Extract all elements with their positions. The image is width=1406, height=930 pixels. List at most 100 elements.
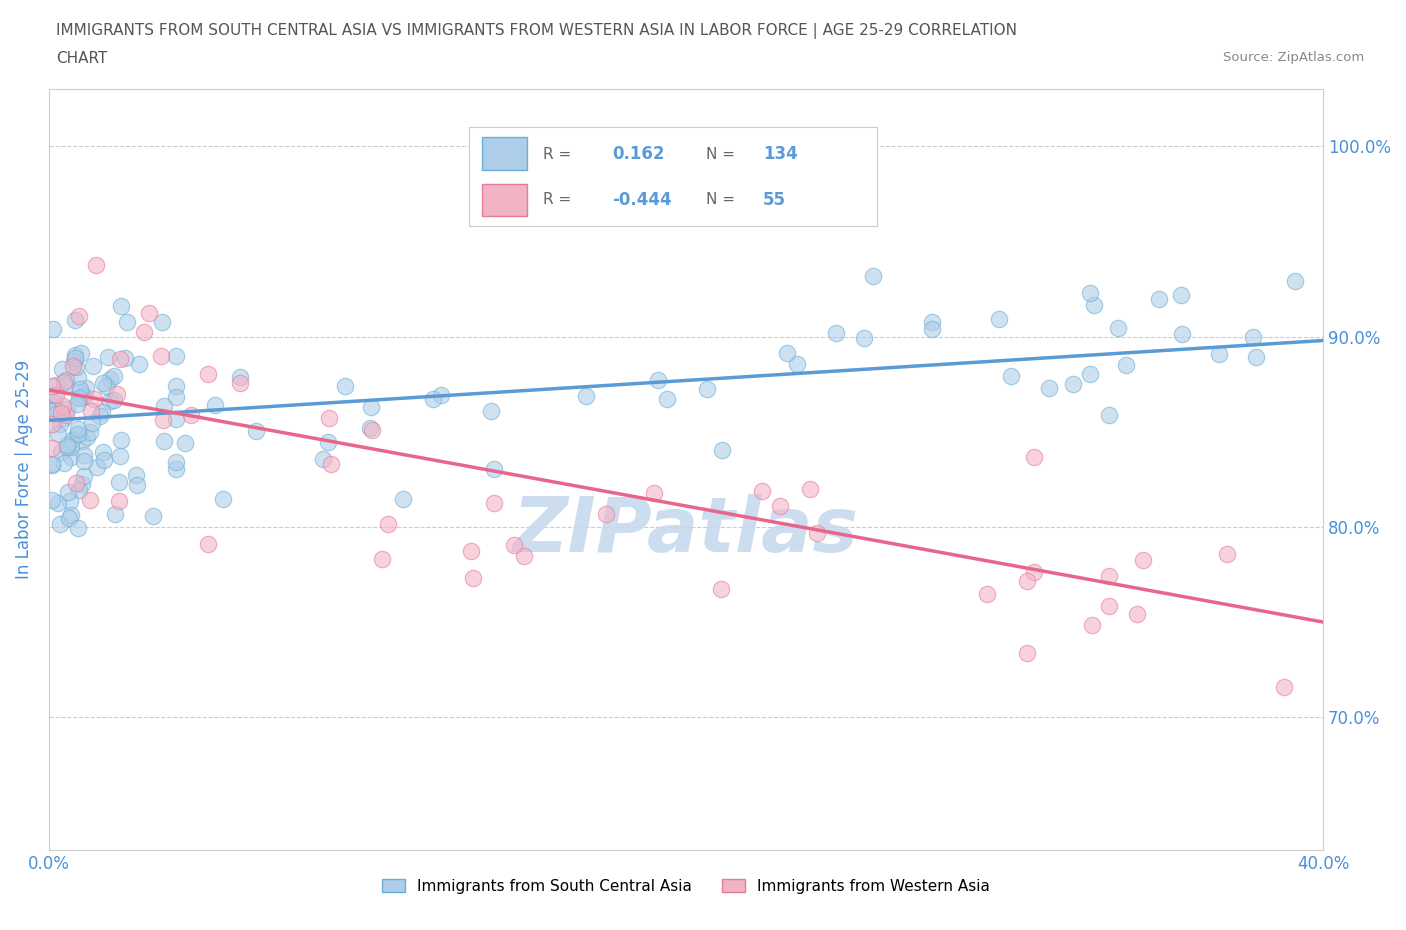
Point	[41, 458, 63, 472]
Point	[751, 484, 773, 498]
Point	[180, 407, 202, 422]
Point	[319, 456, 342, 471]
Point	[76, 430, 98, 445]
Point	[65, 427, 87, 442]
Point	[776, 346, 799, 361]
Point	[799, 482, 821, 497]
Point	[696, 382, 718, 397]
Point	[93, 453, 115, 468]
Point	[56, 485, 79, 499]
Point	[41, 457, 63, 472]
Point	[65, 359, 87, 374]
Text: ZIPatlas: ZIPatlas	[513, 494, 859, 567]
Point	[110, 299, 132, 313]
Point	[55, 373, 77, 388]
Point	[63, 351, 86, 365]
Point	[67, 483, 90, 498]
Text: IMMIGRANTS FROM SOUTH CENTRAL ASIA VS IMMIGRANTS FROM WESTERN ASIA IN LABOR FORC: IMMIGRANTS FROM SOUTH CENTRAL ASIA VS IM…	[56, 23, 1017, 39]
Point	[42, 387, 65, 402]
Point	[1097, 407, 1119, 422]
Point	[165, 455, 187, 470]
Point	[503, 538, 526, 552]
Point	[128, 356, 150, 371]
Point	[73, 389, 96, 404]
Point	[82, 359, 104, 374]
Point	[392, 492, 415, 507]
Point	[41, 379, 63, 393]
Point	[142, 508, 165, 523]
Point	[80, 415, 103, 430]
Point	[41, 493, 63, 508]
Point	[197, 366, 219, 381]
Point	[1241, 329, 1264, 344]
Point	[229, 376, 252, 391]
Point	[647, 373, 669, 388]
Legend: Immigrants from South Central Asia, Immigrants from Western Asia: Immigrants from South Central Asia, Immi…	[375, 872, 997, 899]
Point	[1078, 367, 1101, 382]
Point	[987, 312, 1010, 326]
Point	[1107, 321, 1129, 336]
Point	[1062, 377, 1084, 392]
Point	[45, 377, 67, 392]
Point	[853, 330, 876, 345]
Point	[976, 587, 998, 602]
Point	[46, 426, 69, 441]
Point	[1126, 606, 1149, 621]
Point	[1171, 326, 1194, 341]
Point	[53, 378, 76, 392]
Point	[49, 516, 72, 531]
Point	[173, 436, 195, 451]
Point	[110, 432, 132, 447]
Point	[52, 399, 75, 414]
Point	[152, 433, 174, 448]
Point	[84, 257, 107, 272]
Point	[41, 417, 63, 432]
Point	[110, 448, 132, 463]
Point	[1083, 298, 1105, 312]
Point	[108, 475, 131, 490]
Point	[153, 399, 176, 414]
Point	[59, 440, 82, 455]
Point	[377, 516, 399, 531]
Point	[1170, 288, 1192, 303]
Point	[165, 390, 187, 405]
Point	[1038, 380, 1060, 395]
Point	[1132, 553, 1154, 568]
Point	[318, 411, 340, 426]
Point	[1098, 599, 1121, 614]
Point	[70, 476, 93, 491]
Point	[710, 443, 733, 458]
Point	[862, 269, 884, 284]
Point	[41, 393, 63, 408]
Point	[360, 400, 382, 415]
Point	[482, 462, 505, 477]
Point	[94, 379, 117, 393]
Point	[479, 404, 502, 418]
Text: Source: ZipAtlas.com: Source: ZipAtlas.com	[1223, 51, 1364, 64]
Point	[149, 349, 172, 364]
Point	[1017, 573, 1039, 588]
Point	[1081, 618, 1104, 632]
Point	[165, 412, 187, 427]
Point	[86, 459, 108, 474]
Point	[1284, 273, 1306, 288]
Point	[55, 407, 77, 422]
Point	[65, 475, 87, 490]
Point	[312, 451, 335, 466]
Point	[69, 346, 91, 361]
Point	[104, 507, 127, 522]
Point	[769, 498, 792, 513]
Point	[806, 525, 828, 540]
Point	[41, 441, 63, 456]
Point	[45, 402, 67, 417]
Point	[42, 321, 65, 336]
Point	[786, 356, 808, 371]
Point	[229, 369, 252, 384]
Point	[67, 421, 90, 436]
Point	[513, 549, 536, 564]
Point	[59, 494, 82, 509]
Point	[103, 368, 125, 383]
Point	[1078, 286, 1101, 300]
Point	[73, 468, 96, 483]
Point	[49, 406, 72, 421]
